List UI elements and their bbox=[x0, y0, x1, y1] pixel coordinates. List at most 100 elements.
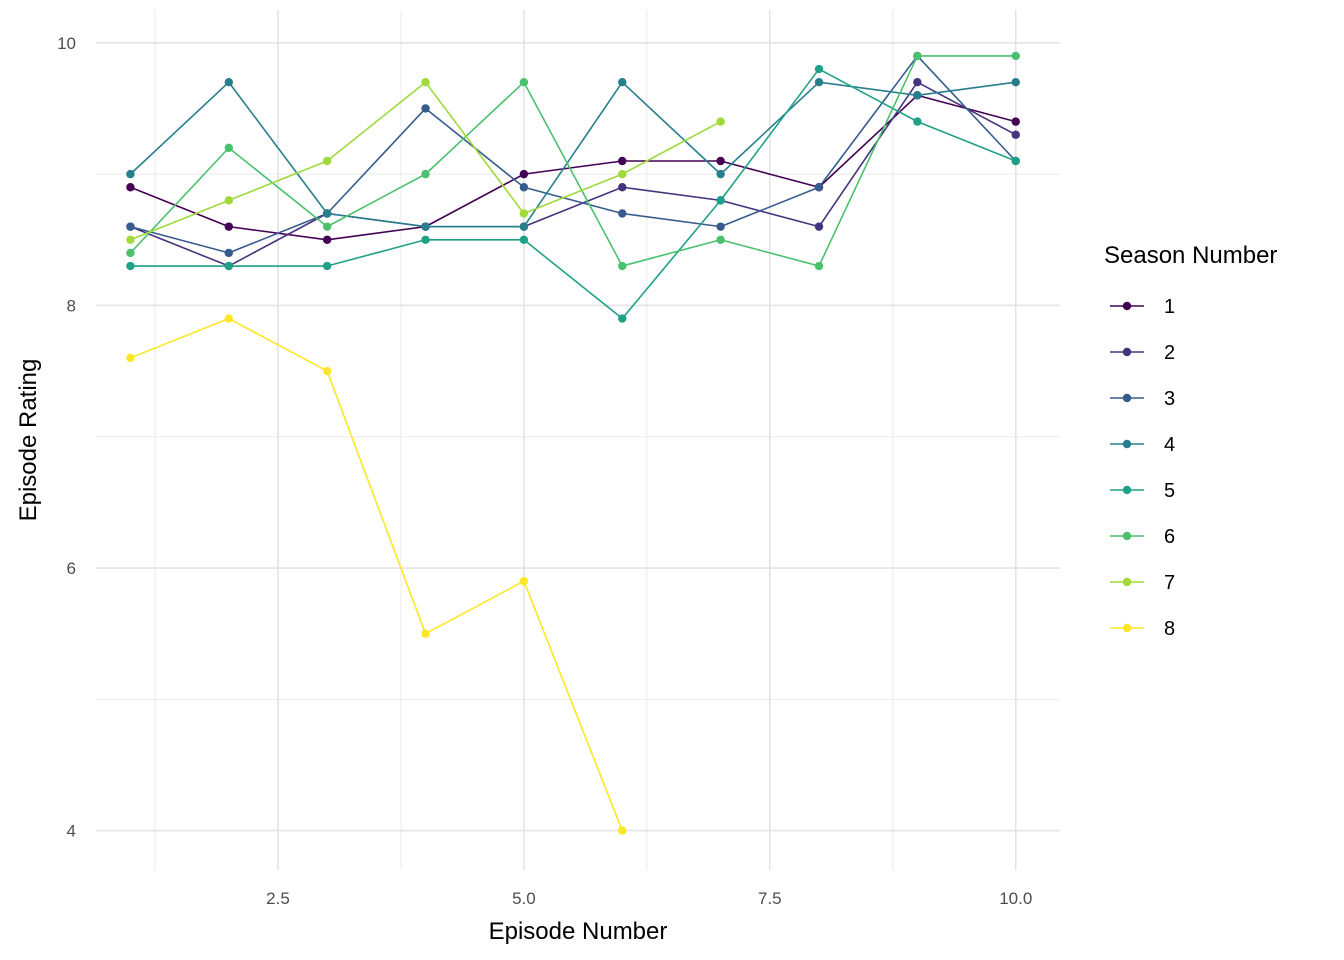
legend-key-point bbox=[1122, 623, 1132, 633]
data-point bbox=[322, 156, 332, 166]
data-point bbox=[814, 183, 824, 192]
data-point bbox=[618, 209, 627, 218]
data-point bbox=[716, 117, 725, 126]
y-tick-label: 6 bbox=[67, 559, 76, 578]
legend-key-point bbox=[1122, 531, 1132, 541]
legend-item-1: 1 bbox=[1110, 296, 1175, 318]
data-point bbox=[322, 366, 332, 376]
data-point bbox=[913, 78, 922, 87]
legend-title: Season Number bbox=[1104, 242, 1277, 269]
data-point bbox=[224, 143, 233, 153]
data-point bbox=[519, 78, 529, 87]
data-point bbox=[1011, 78, 1020, 87]
legend-item-8: 8 bbox=[1110, 618, 1175, 640]
axes: 2.5 5.0 7.5 10.0 4 6 8 10 bbox=[57, 34, 1032, 908]
data-point bbox=[716, 169, 725, 179]
data-point bbox=[913, 91, 922, 100]
data-point bbox=[1011, 130, 1020, 139]
x-tick-label: 2.5 bbox=[266, 889, 290, 908]
data-point bbox=[618, 169, 627, 179]
data-point bbox=[421, 629, 430, 638]
data-point bbox=[716, 235, 725, 244]
legend-label: 8 bbox=[1164, 618, 1175, 640]
data-point bbox=[716, 156, 725, 166]
legend-key-point bbox=[1122, 301, 1132, 311]
legend-label: 2 bbox=[1164, 342, 1175, 364]
data-point bbox=[618, 314, 627, 323]
data-point bbox=[618, 261, 627, 271]
series-season-4 bbox=[126, 78, 1020, 231]
legend-label: 3 bbox=[1164, 388, 1175, 410]
data-point bbox=[126, 248, 135, 258]
legend-label: 6 bbox=[1164, 526, 1175, 548]
data-point bbox=[322, 235, 332, 244]
series-line bbox=[130, 55, 1017, 254]
legend-item-7: 7 bbox=[1110, 572, 1175, 594]
data-point bbox=[618, 156, 627, 166]
legend-label: 4 bbox=[1164, 434, 1175, 456]
data-point bbox=[1011, 51, 1020, 61]
data-point bbox=[421, 222, 430, 231]
legend-item-4: 4 bbox=[1110, 434, 1175, 456]
legend-key-point bbox=[1122, 347, 1132, 357]
data-point bbox=[814, 222, 824, 231]
data-point bbox=[421, 169, 430, 179]
series-season-3 bbox=[126, 51, 1020, 258]
data-point bbox=[519, 235, 529, 244]
data-point bbox=[126, 169, 135, 179]
data-point bbox=[126, 222, 135, 231]
y-tick-label: 10 bbox=[57, 34, 76, 53]
y-axis-title: Episode Rating bbox=[15, 359, 42, 522]
data-point bbox=[224, 222, 233, 231]
data-point bbox=[814, 64, 824, 74]
series-line bbox=[130, 68, 1017, 320]
data-point bbox=[126, 353, 135, 363]
series-season-1 bbox=[126, 91, 1020, 244]
x-tick-label: 5.0 bbox=[512, 889, 536, 908]
series-line bbox=[130, 94, 1016, 241]
data-point bbox=[224, 261, 233, 271]
legend-item-5: 5 bbox=[1110, 480, 1175, 502]
series-layer bbox=[126, 51, 1020, 835]
grid bbox=[96, 10, 1060, 870]
series-season-8 bbox=[126, 314, 627, 835]
x-axis-title: Episode Number bbox=[489, 918, 668, 945]
data-point bbox=[126, 235, 135, 244]
data-point bbox=[224, 196, 233, 205]
data-point bbox=[421, 104, 430, 113]
legend: Season Number 1 2 3 4 5 6 7 8 bbox=[1104, 242, 1277, 640]
data-point bbox=[224, 78, 233, 87]
data-point bbox=[421, 235, 430, 244]
data-point bbox=[913, 51, 922, 61]
series-line bbox=[129, 81, 1016, 228]
data-point bbox=[618, 826, 627, 835]
series-season-5 bbox=[126, 64, 1020, 323]
series-line bbox=[129, 55, 1016, 267]
data-point bbox=[519, 222, 529, 231]
x-tick-label: 7.5 bbox=[758, 889, 782, 908]
data-point bbox=[618, 78, 627, 87]
data-point bbox=[814, 261, 824, 271]
data-point bbox=[322, 209, 332, 218]
series-line bbox=[130, 81, 1017, 267]
data-point bbox=[224, 314, 233, 323]
y-tick-label: 8 bbox=[67, 296, 76, 315]
data-point bbox=[913, 117, 922, 126]
legend-key-point bbox=[1122, 485, 1132, 495]
data-point bbox=[1011, 156, 1020, 166]
series-season-6 bbox=[126, 51, 1020, 271]
data-point bbox=[814, 78, 824, 87]
data-point bbox=[519, 169, 529, 179]
series-season-7 bbox=[126, 78, 725, 244]
data-point bbox=[322, 222, 332, 231]
legend-key-point bbox=[1122, 393, 1132, 403]
data-point bbox=[126, 183, 135, 192]
legend-label: 7 bbox=[1164, 572, 1175, 594]
legend-item-3: 3 bbox=[1110, 388, 1175, 410]
legend-item-6: 6 bbox=[1110, 526, 1175, 548]
data-point bbox=[618, 183, 627, 192]
y-tick-label: 4 bbox=[67, 822, 76, 841]
data-point bbox=[322, 261, 332, 271]
data-point bbox=[716, 222, 725, 231]
